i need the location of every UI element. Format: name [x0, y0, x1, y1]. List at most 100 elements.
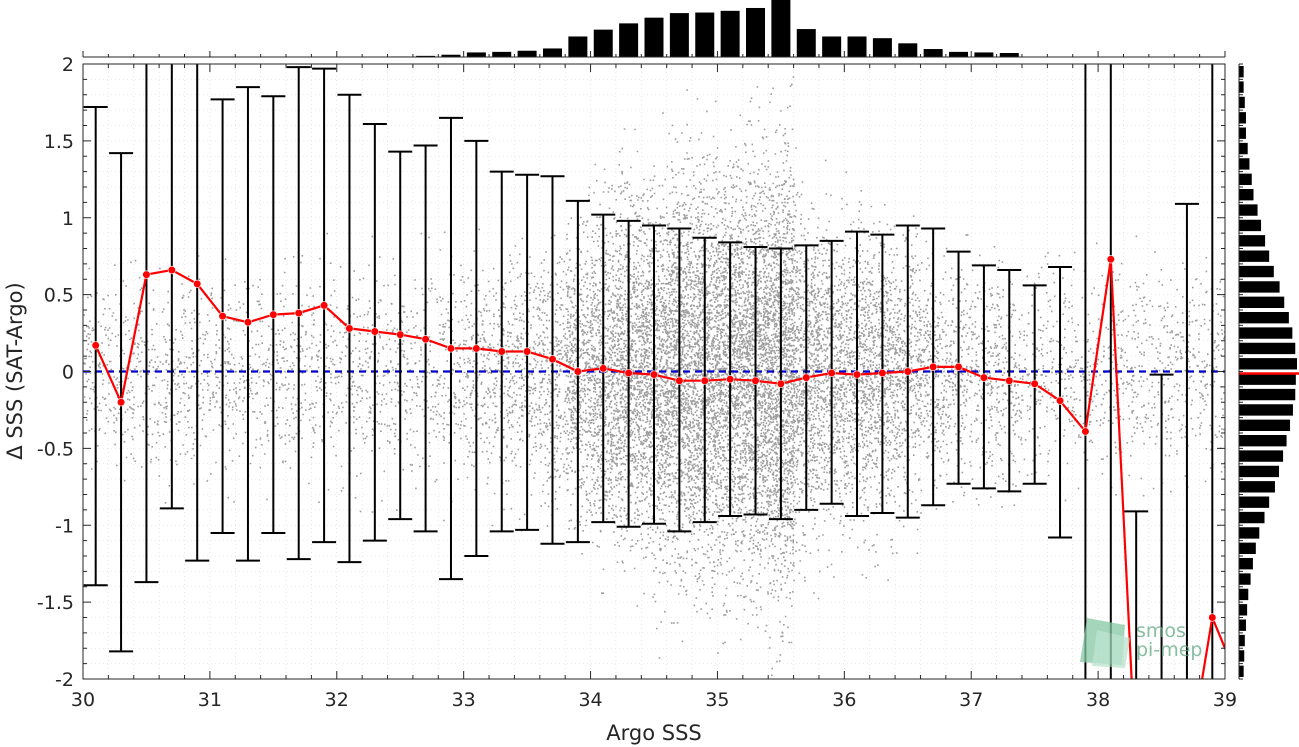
mean-marker — [802, 373, 811, 382]
top-histogram-bar — [644, 17, 664, 58]
mean-marker — [726, 375, 735, 384]
top-histogram-bar — [822, 36, 842, 57]
right-histogram-bar — [1239, 604, 1248, 616]
y-tick-label: -2 — [55, 669, 74, 691]
right-histogram-bar — [1239, 96, 1245, 109]
mean-marker — [903, 367, 912, 376]
x-tick-label: 35 — [705, 689, 729, 711]
x-tick-label: 31 — [198, 689, 222, 711]
top-histogram-bar — [898, 43, 918, 57]
y-tick-label: -0.5 — [37, 438, 74, 460]
right-histogram-bar — [1239, 588, 1249, 601]
right-histogram-bar — [1239, 342, 1296, 355]
mean-marker — [1106, 255, 1115, 264]
top-histogram-bar — [416, 55, 436, 57]
mean-marker — [954, 362, 963, 371]
grid — [83, 64, 1225, 679]
mean-marker — [649, 370, 659, 379]
right-histogram-bar — [1239, 281, 1280, 293]
logo-line2: pi-mep — [1136, 639, 1202, 661]
x-tick-label: 32 — [325, 689, 349, 711]
right-histogram — [1239, 63, 1299, 680]
x-tick-label: 33 — [452, 689, 476, 711]
mean-marker — [675, 376, 684, 385]
logo-shape-shadow — [1092, 630, 1130, 668]
y-tick-labels: 2 1.5 1 0.5 0 -0.5 -1 -1.5 -2 — [37, 54, 74, 691]
mean-marker — [1005, 376, 1014, 385]
right-histogram-bar — [1239, 419, 1291, 431]
mean-line — [94, 259, 1133, 679]
right-histogram-bar — [1239, 142, 1248, 155]
right-histogram-bar — [1239, 112, 1246, 124]
y-tick-label: -1.5 — [37, 592, 74, 614]
right-histogram-bar — [1239, 127, 1246, 139]
mean-marker — [979, 373, 989, 382]
right-histogram-bar — [1239, 250, 1270, 262]
top-histogram-bar — [746, 7, 766, 58]
y-tick-label: 0.5 — [44, 285, 74, 307]
error-bar — [1149, 373, 1174, 679]
mean-marker — [446, 344, 456, 353]
right-histogram-bar — [1239, 450, 1284, 462]
mean-marker — [573, 367, 582, 376]
mean-marker — [345, 324, 354, 333]
right-histogram-bar — [1239, 388, 1296, 401]
x-tick-labels: 30 31 32 33 34 35 36 37 38 39 — [71, 689, 1237, 711]
mean-marker — [1208, 613, 1217, 622]
top-histogram-bar — [949, 51, 969, 57]
top-histogram-bar — [441, 54, 461, 57]
top-histogram-bar — [974, 52, 994, 57]
mean-marker — [116, 398, 126, 407]
logo-line1: smos — [1136, 620, 1186, 642]
right-histogram-bar — [1239, 404, 1293, 416]
right-histogram-bar — [1239, 650, 1245, 662]
top-histogram-bar — [999, 53, 1019, 57]
right-histogram-bar — [1239, 634, 1245, 647]
mean-marker — [421, 335, 430, 344]
top-histogram-bar — [593, 29, 613, 57]
x-tick-label: 34 — [578, 689, 602, 711]
right-histogram-bar — [1239, 481, 1275, 493]
right-histogram-bar — [1239, 435, 1287, 447]
mean-marker — [624, 368, 633, 378]
y-tick-label: -1 — [55, 515, 74, 537]
x-tick-label: 30 — [71, 689, 95, 711]
mean-marker — [700, 376, 709, 385]
error-bars — [83, 64, 1214, 679]
mean-marker — [294, 308, 303, 318]
top-histogram — [82, 0, 1226, 58]
mean-marker — [852, 370, 862, 379]
mean-marker — [776, 379, 785, 388]
mean-line-layer — [91, 255, 1225, 679]
mean-marker — [167, 265, 176, 275]
top-histogram-bar — [669, 13, 689, 57]
right-histogram-bar — [1239, 204, 1258, 216]
right-histogram-bar — [1239, 81, 1244, 93]
right-histogram-bar — [1239, 573, 1251, 585]
right-histogram-bar — [1239, 496, 1270, 508]
top-histogram-bar — [542, 48, 562, 57]
mean-marker — [1055, 396, 1065, 405]
y-tick-label: 1 — [62, 208, 74, 230]
top-histogram-bar — [720, 10, 740, 57]
x-tick-label: 38 — [1086, 689, 1110, 711]
right-histogram-bar — [1239, 235, 1266, 247]
top-histogram-bar — [872, 38, 892, 57]
right-histogram-bar — [1239, 358, 1297, 370]
top-histogram-bar — [847, 36, 867, 57]
right-histogram-bar — [1239, 558, 1253, 570]
mean-marker — [269, 310, 278, 319]
y-tick-label: 1.5 — [44, 131, 74, 153]
right-histogram-bar — [1239, 619, 1246, 631]
right-histogram-bar — [1239, 296, 1285, 308]
mean-marker — [878, 368, 887, 378]
mean-marker — [548, 355, 557, 364]
mean-marker — [1081, 427, 1090, 436]
mean-marker — [523, 347, 532, 356]
right-histogram-bar — [1239, 189, 1254, 201]
mean-marker — [319, 301, 329, 310]
mean-marker — [193, 279, 202, 288]
mean-marker — [929, 362, 938, 371]
error-bar — [1174, 202, 1199, 679]
